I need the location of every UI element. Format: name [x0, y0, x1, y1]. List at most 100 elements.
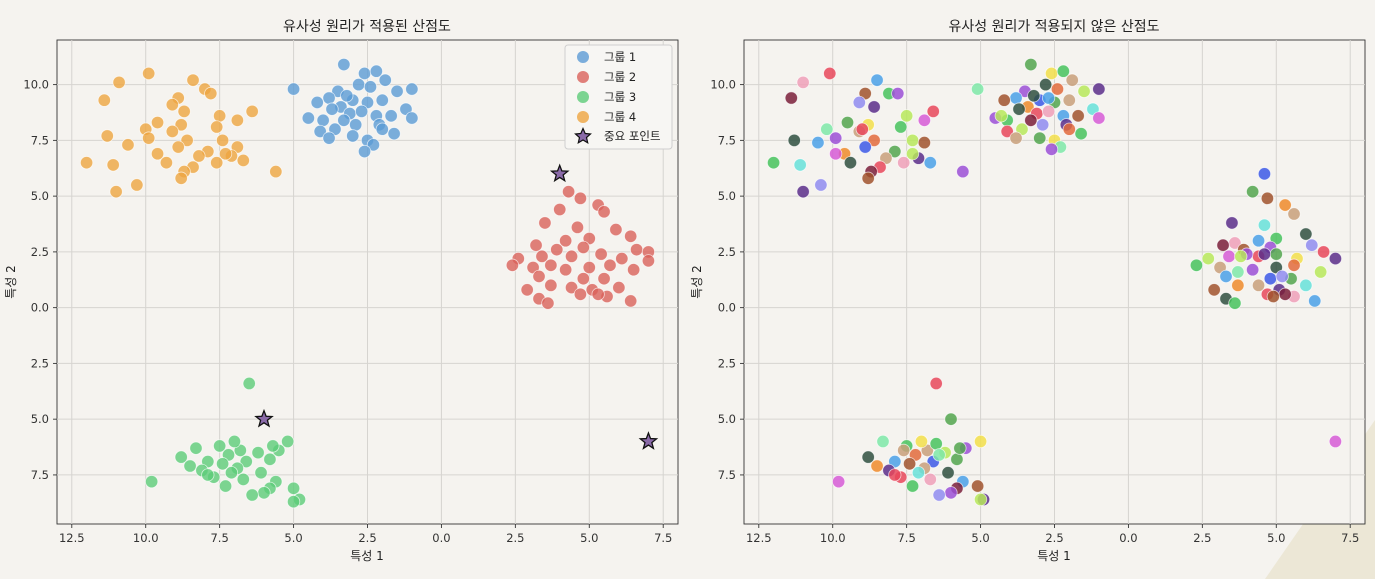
x-tick-label: 2.5	[1193, 531, 1211, 545]
point	[1260, 191, 1275, 205]
legend-marker-group-1	[577, 51, 589, 63]
point-group-3	[239, 454, 253, 469]
point	[894, 120, 908, 134]
legend-marker-group-4	[577, 111, 589, 123]
point	[1009, 131, 1023, 145]
point-group-1	[337, 113, 351, 127]
point-group-1	[375, 122, 389, 136]
point	[1189, 258, 1204, 272]
x-tick-label: 5.0	[580, 531, 598, 545]
point-group-3	[201, 468, 215, 482]
point-group-3	[286, 481, 301, 495]
point-group-1	[322, 91, 336, 105]
point	[820, 122, 834, 136]
point-group-3	[213, 439, 227, 453]
point	[829, 131, 843, 145]
point-group-1	[375, 93, 389, 107]
point	[1257, 167, 1272, 181]
point-group-4	[130, 178, 144, 192]
point	[1071, 109, 1085, 123]
legend-marker-group-3	[577, 91, 589, 103]
point-group-4	[165, 124, 179, 139]
point	[1231, 265, 1245, 279]
point-group-2	[603, 258, 617, 272]
highlight-points	[254, 163, 659, 450]
point-group-4	[186, 73, 200, 87]
point-group-1	[387, 127, 401, 141]
x-tick-label: 0.0	[432, 531, 450, 545]
point-group-2	[576, 272, 590, 286]
point-group-4	[218, 147, 233, 161]
point-group-3	[251, 446, 265, 460]
point	[1056, 64, 1070, 78]
y-tick-label: 5.0	[718, 412, 736, 426]
point-group-2	[505, 258, 520, 272]
point-group-2	[535, 249, 549, 263]
point-group-4	[180, 133, 194, 147]
y-axis-ticks: 10.0 7.5 5.0 2.5 0.0 2.5 5.0 7.5	[23, 78, 57, 482]
point	[944, 486, 958, 500]
y-tick-label: 5.0	[31, 412, 49, 426]
y-axis-label: 특성 2	[690, 265, 704, 299]
point	[870, 459, 884, 473]
point-group-3	[236, 472, 250, 486]
point-group-1	[352, 78, 366, 92]
point	[932, 488, 946, 502]
legend-marker-star	[574, 127, 592, 145]
point	[1062, 93, 1076, 107]
point	[911, 466, 926, 480]
legend-label-group-1: 그룹 1	[604, 50, 636, 64]
chart-similarity-applied: 12.5 10.0 7.5 5.0 2.5 0.0 2.5 5.0 7.5 10.0 7.5 5.0…	[4, 19, 679, 563]
point	[1000, 124, 1014, 139]
legend-label-important: 중요 포인트	[604, 129, 661, 143]
point	[1219, 269, 1233, 284]
point	[926, 104, 940, 118]
point	[914, 434, 929, 449]
point-group-1	[357, 66, 372, 81]
point-group-1	[405, 82, 419, 96]
point	[1050, 82, 1065, 96]
point	[971, 479, 985, 493]
point-group-3	[183, 459, 197, 473]
point	[870, 73, 884, 87]
point-group-4	[79, 156, 94, 170]
point	[1201, 251, 1215, 266]
point-group-2	[544, 258, 558, 272]
point-group-2	[532, 269, 546, 284]
legend-box	[564, 44, 673, 150]
y-tick-label: 2.5	[31, 356, 49, 370]
point-group-2	[609, 222, 623, 237]
point-group-2	[597, 272, 611, 286]
point-group-4	[112, 75, 126, 89]
point	[1012, 102, 1026, 116]
point-group-3	[266, 439, 280, 453]
point-group-2	[629, 243, 644, 257]
point-group-4	[177, 104, 191, 118]
x-axis-ticks: 12.5 10.0 7.5 5.0 2.5 0.0 2.5 5.0 7.5	[746, 524, 1359, 545]
point-group-4	[204, 86, 218, 101]
point-group-4	[150, 147, 165, 161]
point-group-2	[561, 185, 576, 199]
point	[953, 441, 967, 455]
point-group-3	[245, 488, 259, 502]
point	[973, 492, 988, 507]
point-group-2	[559, 263, 573, 277]
point	[994, 109, 1008, 123]
point	[832, 475, 846, 489]
point	[929, 376, 943, 391]
point-group-3	[281, 434, 295, 449]
point-group-1	[337, 57, 351, 72]
point	[1275, 269, 1289, 284]
point	[1308, 294, 1322, 308]
point-group-2	[559, 234, 573, 248]
x-tick-label: 12.5	[59, 531, 85, 545]
point-group-2	[591, 287, 605, 301]
point-group-2	[570, 220, 585, 234]
point-group-1	[286, 82, 301, 96]
point	[1231, 278, 1245, 292]
point	[1216, 238, 1230, 252]
point	[905, 479, 920, 493]
x-tick-label: 2.5	[358, 531, 376, 545]
y-tick-label: 5.0	[31, 189, 49, 203]
important-point-star	[549, 163, 570, 183]
